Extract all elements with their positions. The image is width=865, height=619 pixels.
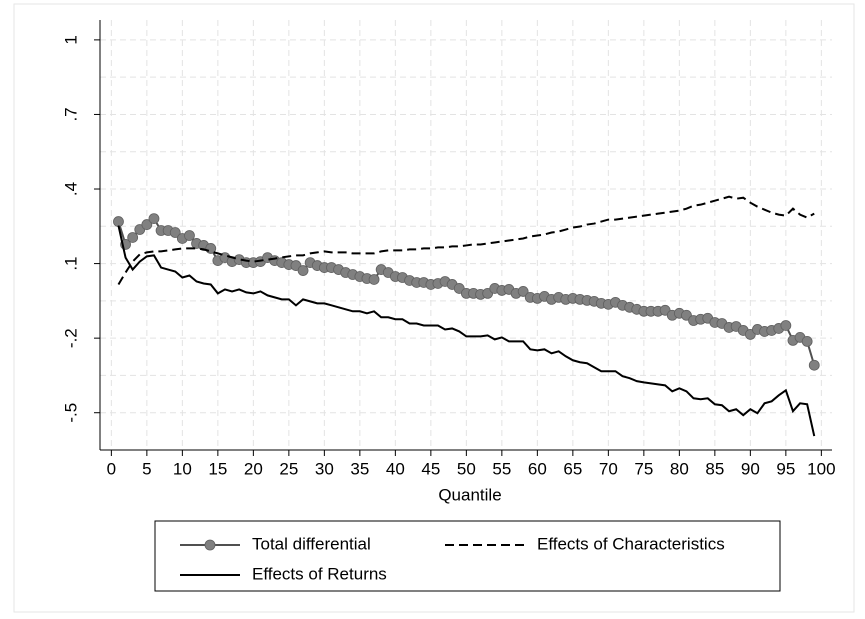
x-tick-label: 0 <box>107 459 116 478</box>
series-marker <box>808 359 820 371</box>
x-tick-label: 45 <box>421 459 440 478</box>
x-tick-label: 65 <box>563 459 582 478</box>
series-marker <box>780 320 792 331</box>
series-marker <box>517 286 529 297</box>
series-marker <box>801 335 813 347</box>
x-tick-label: 60 <box>528 459 547 478</box>
series-marker <box>113 216 124 227</box>
x-tick-label: 5 <box>142 459 151 478</box>
series-marker <box>127 232 139 243</box>
x-tick-label: 55 <box>492 459 511 478</box>
y-tick-label: 1 <box>61 35 80 44</box>
series-marker <box>141 219 153 230</box>
series-marker <box>148 213 160 224</box>
y-tick-label: -.2 <box>61 328 80 348</box>
x-tick-label: 90 <box>741 459 760 478</box>
series-line <box>117 195 815 285</box>
series-marker <box>169 227 181 238</box>
x-tick-label: 100 <box>807 459 835 478</box>
series-marker <box>297 265 309 276</box>
legend-marker <box>204 539 216 551</box>
series-marker <box>184 230 195 241</box>
graph-frame <box>13 3 855 613</box>
x-tick-label: 95 <box>776 459 795 478</box>
x-tick-label: 20 <box>244 459 263 478</box>
x-tick-label: 25 <box>279 459 298 478</box>
series-marker <box>368 274 380 285</box>
x-tick-label: 80 <box>670 459 689 478</box>
x-tick-label: 85 <box>705 459 724 478</box>
y-tick-label: .7 <box>61 107 80 121</box>
y-tick-label: .1 <box>61 256 80 270</box>
y-tick-label: .4 <box>61 182 80 196</box>
legend-box <box>154 520 781 592</box>
legend-label: Effects of Characteristics <box>537 534 725 553</box>
legend-label: Total differential <box>252 534 371 553</box>
y-tick-label: -.5 <box>61 403 80 423</box>
x-tick-label: 50 <box>457 459 476 478</box>
x-tick-label: 75 <box>634 459 653 478</box>
x-axis-title: Quantile <box>438 485 501 504</box>
x-tick-label: 15 <box>208 459 227 478</box>
x-tick-label: 35 <box>350 459 369 478</box>
legend-label: Effects of Returns <box>252 564 387 583</box>
x-tick-label: 30 <box>315 459 334 478</box>
series-line <box>117 225 816 437</box>
x-tick-label: 40 <box>386 459 405 478</box>
x-tick-label: 70 <box>599 459 618 478</box>
x-tick-label: 10 <box>173 459 192 478</box>
